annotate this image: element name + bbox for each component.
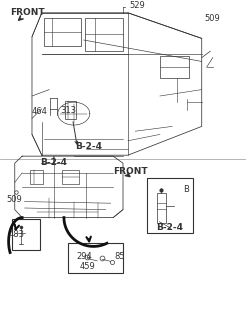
Text: B-2-4: B-2-4 (75, 142, 102, 151)
Text: 509: 509 (6, 195, 22, 204)
Text: FRONT: FRONT (113, 167, 148, 176)
Bar (157, 193, 166, 223)
Text: 464: 464 (32, 107, 48, 116)
Bar (160, 56, 189, 78)
Bar (30, 170, 43, 184)
Text: B-2-4: B-2-4 (156, 223, 183, 232)
Text: 509: 509 (204, 14, 220, 23)
Text: 313: 313 (60, 106, 76, 115)
Text: B: B (183, 185, 189, 194)
Bar (85, 18, 123, 51)
Text: FRONT: FRONT (10, 8, 45, 17)
Text: 85: 85 (114, 252, 125, 260)
Text: 483: 483 (9, 230, 25, 239)
Bar (68, 243, 123, 273)
Text: B-2-4: B-2-4 (41, 158, 68, 167)
Text: 459: 459 (79, 262, 95, 271)
Bar (44, 18, 81, 46)
Text: 529: 529 (129, 1, 145, 10)
Bar (65, 101, 76, 119)
Text: 294: 294 (76, 252, 92, 260)
Bar (12, 219, 40, 250)
Bar (147, 178, 193, 233)
Bar (62, 170, 79, 184)
